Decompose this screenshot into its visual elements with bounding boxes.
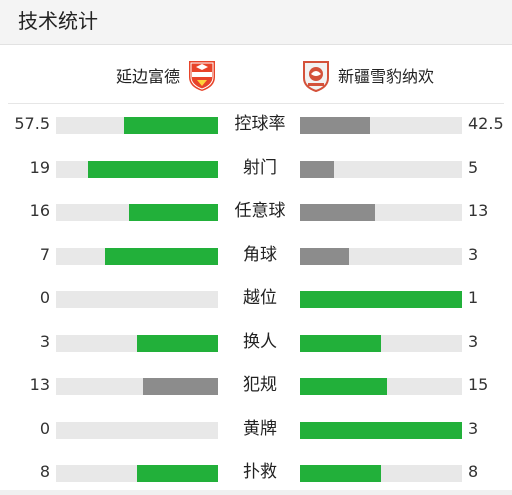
away-bar-fill [300, 291, 462, 308]
away-bar-track [300, 117, 462, 134]
away-bar-track [300, 247, 462, 265]
stat-label: 射门 [243, 157, 277, 178]
home-value: 3 [39, 331, 50, 351]
stat-row-substitutions: 3 换人 3 [0, 328, 512, 358]
home-bar-track [56, 465, 218, 482]
home-bar-track [56, 247, 218, 265]
stat-label: 犯规 [243, 375, 277, 395]
home-bar-fill [143, 378, 218, 395]
stat-row-possession: 57.5 控球率 42.5 [0, 110, 512, 140]
home-value: 0 [39, 418, 50, 438]
away-bar-fill [300, 421, 462, 439]
stat-label: 角球 [243, 244, 277, 265]
home-bar-track [56, 334, 218, 352]
away-team-logo-icon [303, 61, 329, 92]
home-bar-track [56, 204, 218, 221]
away-bar-fill [300, 378, 387, 395]
home-value: 19 [29, 157, 50, 177]
away-bar-track [300, 378, 462, 395]
home-bar-fill [124, 117, 218, 134]
stat-label: 任意球 [234, 201, 286, 221]
away-team-name: 新疆雪豹纳欢 [338, 67, 435, 86]
home-value: 0 [39, 288, 50, 307]
divider [8, 103, 504, 104]
away-bar-track [300, 160, 462, 178]
home-bar-track [56, 421, 218, 439]
away-bar-fill [300, 465, 381, 482]
stat-row-yellow-cards: 0 黄牌 3 [0, 415, 512, 445]
home-value: 7 [39, 244, 50, 264]
stat-row-shots: 19 射门 5 [0, 154, 512, 184]
away-value: 15 [468, 375, 489, 394]
home-value: 13 [29, 375, 50, 394]
bottom-edge [0, 490, 512, 495]
home-bar-fill [137, 334, 218, 352]
stat-row-free-kicks: 16 任意球 13 [0, 197, 512, 227]
away-bar-track [300, 204, 462, 221]
home-bar-fill [105, 247, 218, 265]
home-value: 8 [39, 462, 50, 481]
home-value: 16 [29, 201, 50, 220]
away-bar-fill [300, 247, 349, 265]
stat-row-corners: 7 角球 3 [0, 241, 512, 271]
home-team-logo-icon [189, 61, 215, 91]
away-value: 42.5 [468, 114, 504, 133]
away-value: 8 [468, 462, 479, 481]
stat-label: 扑救 [243, 462, 277, 482]
away-bar-fill [300, 117, 370, 134]
away-bar-track [300, 291, 462, 308]
away-value: 3 [468, 331, 479, 351]
stat-label: 换人 [243, 331, 277, 352]
home-bar-fill [129, 204, 218, 221]
home-bar-fill [88, 160, 218, 178]
away-value: 3 [468, 244, 479, 264]
home-team-name: 延边富德 [115, 67, 180, 86]
away-value: 13 [468, 201, 489, 220]
away-bar-fill [300, 334, 381, 352]
home-bar-track [56, 160, 218, 178]
away-bar-track [300, 465, 462, 482]
away-bar-track [300, 334, 462, 352]
home-bar-fill [137, 465, 218, 482]
stat-row-saves: 8 扑救 8 [0, 458, 512, 488]
home-bar-track [56, 378, 218, 395]
stat-label: 越位 [243, 288, 277, 308]
stat-label: 黄牌 [243, 418, 277, 439]
teams-header: 延边富德 新疆雪豹纳欢 [0, 45, 512, 103]
away-bar-track [300, 421, 462, 439]
home-value: 57.5 [14, 114, 50, 133]
header: 技术统计 [0, 0, 512, 45]
stat-row-fouls: 13 犯规 15 [0, 371, 512, 401]
away-bar-fill [300, 204, 375, 221]
away-value: 3 [468, 418, 479, 438]
home-bar-track [56, 291, 218, 308]
away-value: 5 [468, 157, 479, 177]
stat-row-offsides: 0 越位 1 [0, 284, 512, 314]
home-bar-track [56, 117, 218, 134]
away-bar-fill [300, 160, 334, 178]
away-value: 1 [468, 288, 479, 307]
page-title: 技术统计 [18, 9, 98, 33]
stat-label: 控球率 [234, 114, 286, 134]
